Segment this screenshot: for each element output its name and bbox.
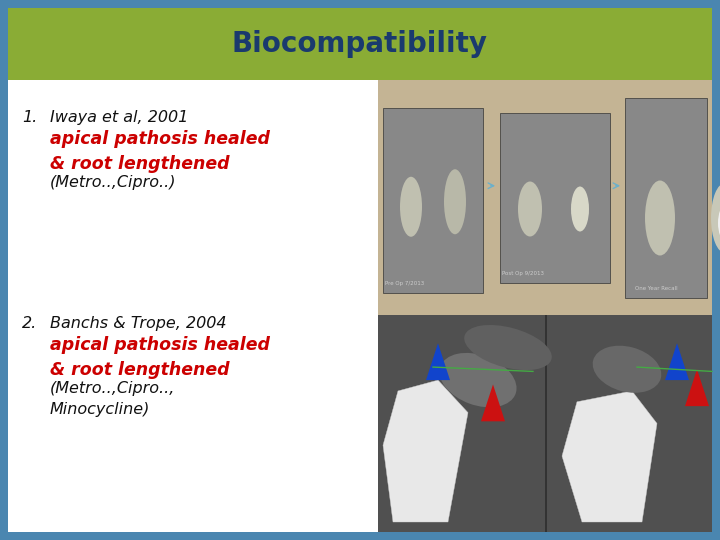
Polygon shape	[685, 369, 709, 406]
Text: apical pathosis healed
& root lengthened: apical pathosis healed & root lengthened	[50, 336, 270, 379]
Text: Biocompatibility: Biocompatibility	[232, 30, 488, 58]
Polygon shape	[383, 380, 468, 522]
Bar	[383, 108, 483, 293]
Bar	[378, 315, 545, 532]
Text: One Year Recall: One Year Recall	[635, 286, 678, 291]
Ellipse shape	[711, 183, 720, 253]
Ellipse shape	[439, 353, 516, 407]
Polygon shape	[562, 391, 657, 522]
Ellipse shape	[518, 181, 542, 237]
Polygon shape	[481, 384, 505, 421]
Ellipse shape	[400, 177, 422, 237]
Bar	[8, 80, 712, 532]
Bar	[547, 315, 712, 532]
Bar	[378, 315, 712, 532]
Text: (Metro..,Cipro..): (Metro..,Cipro..)	[50, 175, 176, 190]
Text: Pre Op 7/2013: Pre Op 7/2013	[385, 281, 424, 286]
Bar	[8, 8, 712, 80]
Ellipse shape	[444, 169, 466, 234]
Bar	[8, 80, 370, 532]
Bar	[378, 80, 712, 315]
Text: 2.: 2.	[22, 316, 37, 331]
Text: 1.: 1.	[22, 110, 37, 125]
Ellipse shape	[593, 346, 661, 393]
Ellipse shape	[645, 180, 675, 255]
Text: apical pathosis healed
& root lengthened: apical pathosis healed & root lengthened	[50, 130, 270, 173]
Text: (Metro..,Cipro..,
Minocycline): (Metro..,Cipro.., Minocycline)	[50, 381, 176, 417]
Polygon shape	[426, 343, 450, 380]
Text: Banchs & Trope, 2004: Banchs & Trope, 2004	[50, 316, 227, 331]
Bar	[500, 113, 610, 283]
Ellipse shape	[464, 325, 552, 370]
Text: Post Op 9/2013: Post Op 9/2013	[502, 271, 544, 276]
Ellipse shape	[718, 206, 720, 240]
Polygon shape	[665, 343, 689, 380]
Bar	[625, 98, 707, 298]
Text: Iwaya et al, 2001: Iwaya et al, 2001	[50, 110, 188, 125]
Ellipse shape	[571, 186, 589, 232]
